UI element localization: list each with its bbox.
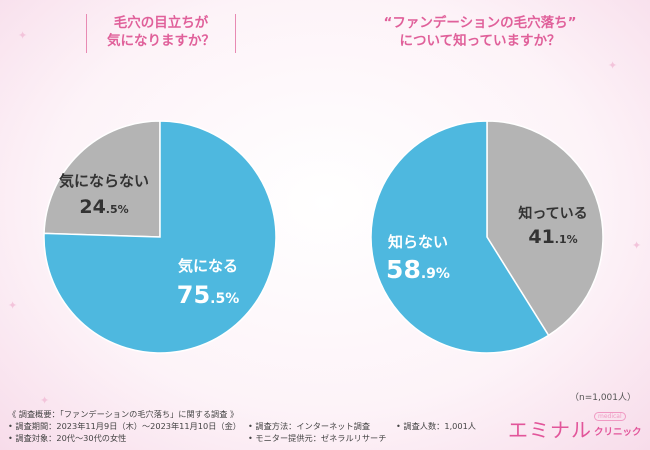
pie-value-right-0: 41.1% xyxy=(528,226,577,248)
right-chart-title: “ファンデーションの毛穴落ち” について知っていますか？ xyxy=(370,14,590,50)
pie-slice-right-1 xyxy=(370,120,550,354)
right-title-line2: について知っていますか？ xyxy=(399,33,561,49)
pie-value-right-1: 58.9% xyxy=(386,255,450,284)
survey-target: • 調査対象：20代～30代の女性 xyxy=(8,433,127,443)
sparkle-icon: ✦ xyxy=(18,29,28,42)
pie-value-left-1: 75.5% xyxy=(177,281,240,309)
sample-size-label: （n=1,001人） xyxy=(569,393,636,403)
survey-overview: 《 調査概要：「ファンデーションの毛穴落ち」に関する調査 》 xyxy=(8,409,239,419)
pie-value-left-0: 24.5% xyxy=(79,196,128,218)
pie-label-left-0: 気にならない xyxy=(59,172,149,190)
pie-slice-left-0 xyxy=(43,120,161,238)
sparkle-icon: ✦ xyxy=(632,239,642,252)
left-chart-title: 毛穴の目立ちが 気になりますか？ xyxy=(86,14,236,53)
survey-method: • 調査方法：インターネット調査 xyxy=(248,421,371,431)
sparkle-icon: ✦ xyxy=(40,394,50,407)
sparkle-icon: ✦ xyxy=(8,299,18,312)
pie-label-left-1: 気になる xyxy=(178,257,238,275)
brand-badge: medical xyxy=(594,412,626,421)
pie-chart-left: 気にならない 24.5% 気になる 75.5% xyxy=(43,120,277,354)
survey-provider: • モニター提供元：ゼネラルリサーチ xyxy=(248,433,387,443)
pie-label-right-1: 知らない xyxy=(388,233,448,251)
pie-slice-right-0 xyxy=(486,120,604,337)
brand-name: エミナル xyxy=(508,418,592,442)
left-title-line2: 気になりますか？ xyxy=(107,33,215,49)
survey-period: • 調査期間：2023年11月9日（木）～2023年11月10日（金） xyxy=(8,421,241,431)
left-title-line1: 毛穴の目立ちが xyxy=(113,15,209,31)
survey-count: • 調査人数：1,001人 xyxy=(396,421,476,431)
brand-logo: エミナル medical クリニック xyxy=(508,410,648,442)
pie-label-right-0: 知っている xyxy=(518,205,587,222)
brand-sub: クリニック xyxy=(594,427,642,438)
sparkle-icon: ✦ xyxy=(608,59,618,72)
right-title-line1: “ファンデーションの毛穴落ち” xyxy=(383,15,577,31)
pie-slice-left-1 xyxy=(43,120,277,354)
pie-chart-right: 知っている 41.1% 知らない 58.9% xyxy=(370,120,604,354)
